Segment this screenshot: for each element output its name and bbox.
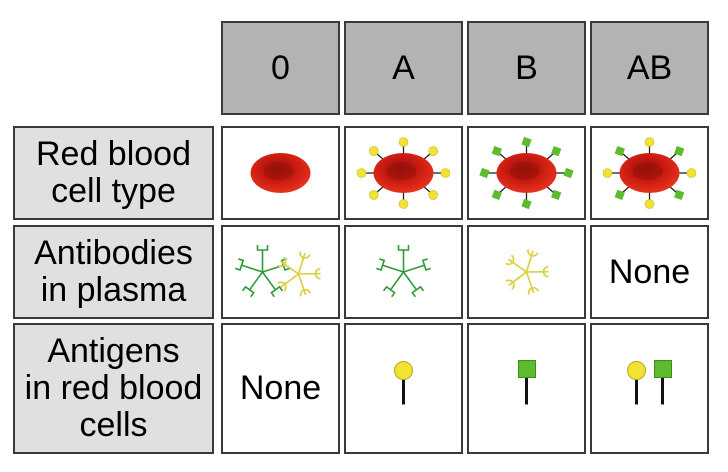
antibodies-green-yellow-icon: [235, 245, 321, 298]
table-cell: [221, 126, 340, 220]
antigen-b-icon: [479, 167, 490, 179]
antigen-a-icon: [428, 190, 438, 200]
antigen-a-pin: [627, 361, 646, 380]
column-header-label: AB: [626, 48, 673, 87]
antigen-a-icon: [644, 137, 655, 147]
antigen-b-icon: [674, 145, 685, 157]
table-cell: [467, 323, 586, 454]
none-text: None: [239, 369, 322, 407]
antigen-a-icon: [602, 168, 613, 178]
table-cell: [590, 323, 709, 454]
antigen-a-icon: [356, 168, 367, 178]
none-text: None: [608, 252, 691, 291]
antigen-a-icon: [369, 190, 379, 200]
row-label-text: Red blood cell type: [35, 135, 191, 210]
table-cell: [344, 323, 463, 454]
column-header-label: A: [392, 48, 415, 87]
antigen-b-pin-icon: [518, 360, 536, 405]
red-blood-cell-antigen-ab-icon: [602, 137, 697, 209]
table-cell: [467, 225, 586, 319]
antibody-green-icon: [376, 245, 431, 298]
antigen-a-icon: [428, 146, 438, 156]
row-label: Red blood cell type: [13, 126, 214, 220]
column-header: 0: [221, 21, 340, 115]
antibody-yellow-icon: [505, 249, 549, 295]
antigen-b-icon: [563, 167, 574, 179]
antigen-b-icon: [491, 189, 502, 201]
antigen-a-icon: [369, 146, 379, 156]
table-cell: [590, 126, 709, 220]
table-cell: None: [221, 323, 340, 454]
antibody-icon: [235, 245, 290, 298]
antigen-a-pin: [394, 361, 413, 380]
row-label-text: Antigens in red blood cells: [24, 332, 203, 444]
table-cell: None: [590, 225, 709, 319]
column-header: A: [344, 21, 463, 115]
table-cell: [344, 225, 463, 319]
antigen-b-icon: [551, 189, 562, 201]
antigen-a-icon: [398, 199, 409, 209]
column-header-label: B: [515, 48, 538, 87]
antibody-icon: [277, 251, 321, 297]
antigen-b-icon: [521, 198, 532, 210]
antigen-a-icon: [644, 199, 655, 209]
antibody-icon: [376, 245, 431, 298]
antigen-b-icon: [551, 145, 562, 157]
antigen-b-icon: [491, 145, 502, 157]
red-blood-cell-antigen-a-icon: [356, 137, 451, 209]
antigen-b-icon: [614, 145, 625, 157]
column-header: B: [467, 21, 586, 115]
red-blood-cell-antigen-b-icon: [479, 136, 574, 210]
antigen-a-pin-icon: [394, 361, 413, 405]
table-cell: [221, 225, 340, 319]
antibody-icon: [505, 249, 549, 295]
column-header: AB: [590, 21, 709, 115]
antigen-b-pin: [654, 360, 672, 378]
red-blood-cell-icon: [250, 153, 311, 193]
antigen-ab-pins-icon: [627, 360, 672, 405]
row-label: Antigens in red blood cells: [13, 323, 214, 454]
table-cell: [344, 126, 463, 220]
antigen-a-icon: [398, 137, 409, 147]
antigen-b-icon: [674, 189, 685, 201]
row-label: Antibodies in plasma: [13, 225, 214, 319]
table-cell: [467, 126, 586, 220]
antigen-b-icon: [614, 189, 625, 201]
antigen-b-icon: [521, 136, 532, 148]
antigen-b-pin: [518, 360, 536, 378]
row-label-text: Antibodies in plasma: [34, 234, 193, 309]
antigen-a-icon: [686, 168, 697, 178]
column-header-label: 0: [271, 48, 290, 87]
antigen-a-icon: [440, 168, 451, 178]
